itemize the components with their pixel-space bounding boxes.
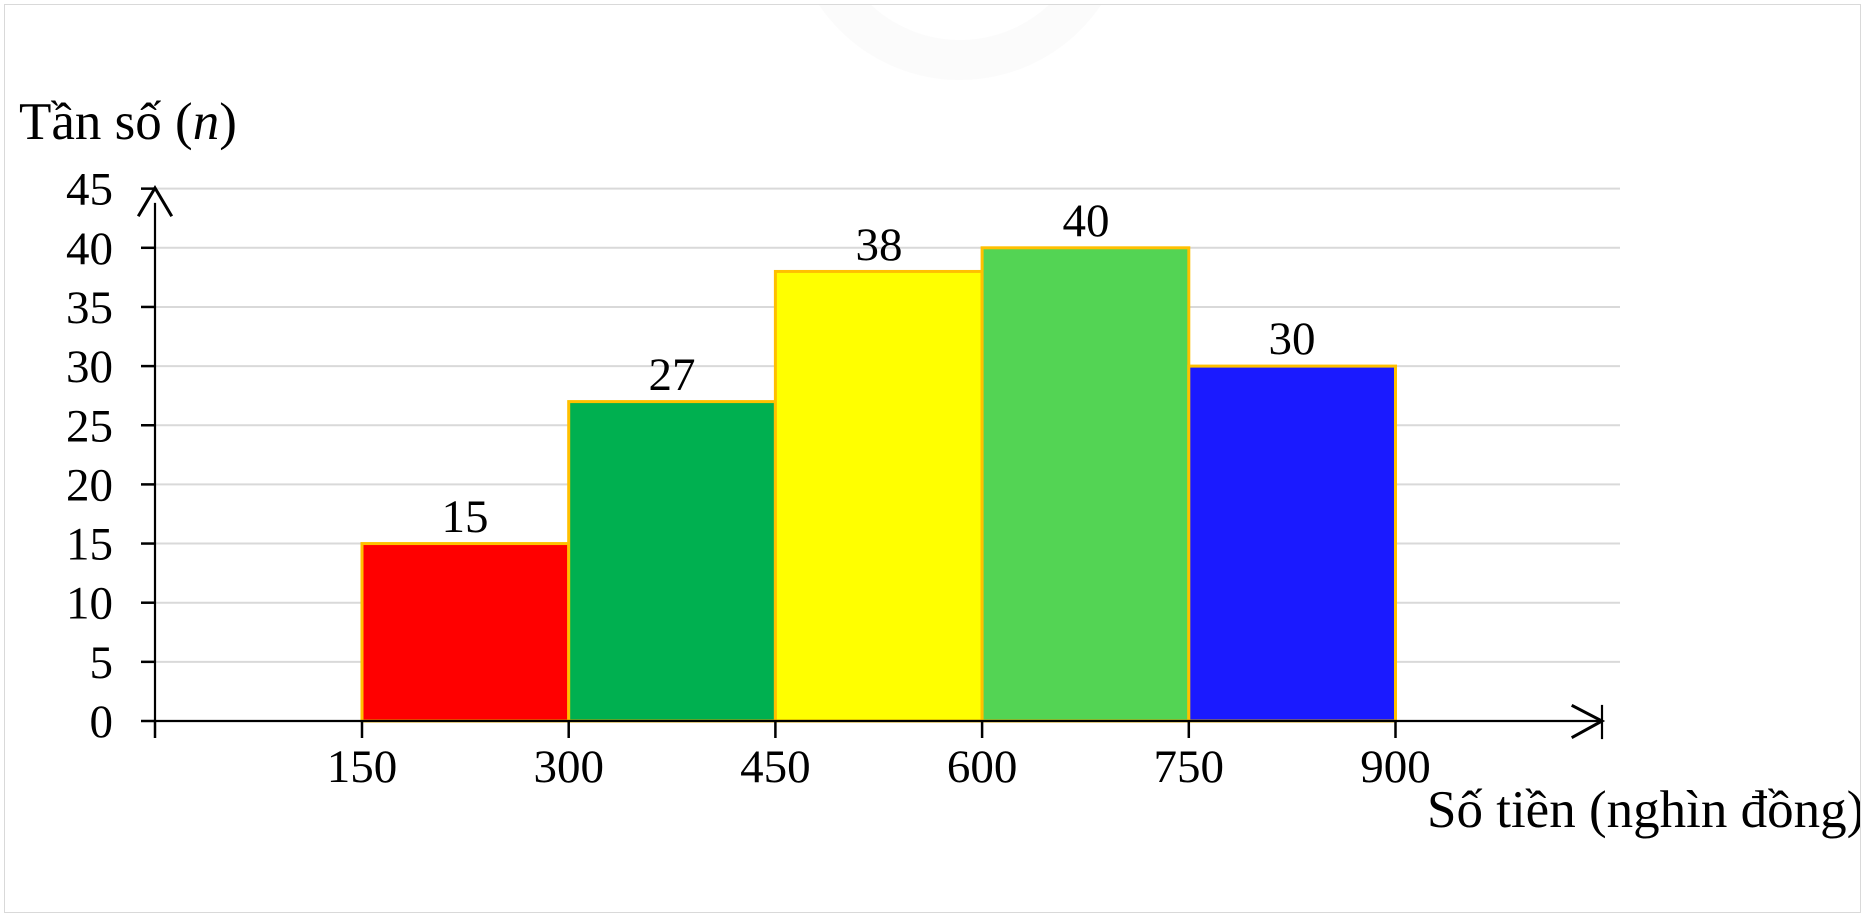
svg-text:40: 40 bbox=[66, 223, 113, 275]
svg-text:27: 27 bbox=[649, 349, 696, 401]
svg-text:30: 30 bbox=[66, 341, 113, 393]
svg-text:0: 0 bbox=[90, 696, 114, 748]
svg-text:600: 600 bbox=[947, 741, 1018, 793]
svg-text:5: 5 bbox=[90, 637, 114, 689]
svg-text:150: 150 bbox=[327, 741, 398, 793]
svg-text:900: 900 bbox=[1360, 741, 1431, 793]
svg-text:40: 40 bbox=[1063, 195, 1110, 247]
svg-text:15: 15 bbox=[66, 519, 113, 571]
svg-text:10: 10 bbox=[66, 578, 113, 630]
svg-text:Tần số (n): Tần số (n) bbox=[19, 93, 237, 151]
svg-text:45: 45 bbox=[66, 164, 113, 216]
svg-text:450: 450 bbox=[740, 741, 811, 793]
svg-text:30: 30 bbox=[1269, 313, 1316, 365]
svg-text:20: 20 bbox=[66, 459, 113, 511]
svg-text:15: 15 bbox=[442, 491, 489, 543]
svg-text:35: 35 bbox=[66, 282, 113, 334]
svg-text:Số tiền (nghìn đồng): Số tiền (nghìn đồng) bbox=[1427, 781, 1861, 839]
svg-text:38: 38 bbox=[856, 219, 903, 271]
svg-text:300: 300 bbox=[533, 741, 604, 793]
svg-text:750: 750 bbox=[1154, 741, 1225, 793]
svg-text:25: 25 bbox=[66, 400, 113, 452]
